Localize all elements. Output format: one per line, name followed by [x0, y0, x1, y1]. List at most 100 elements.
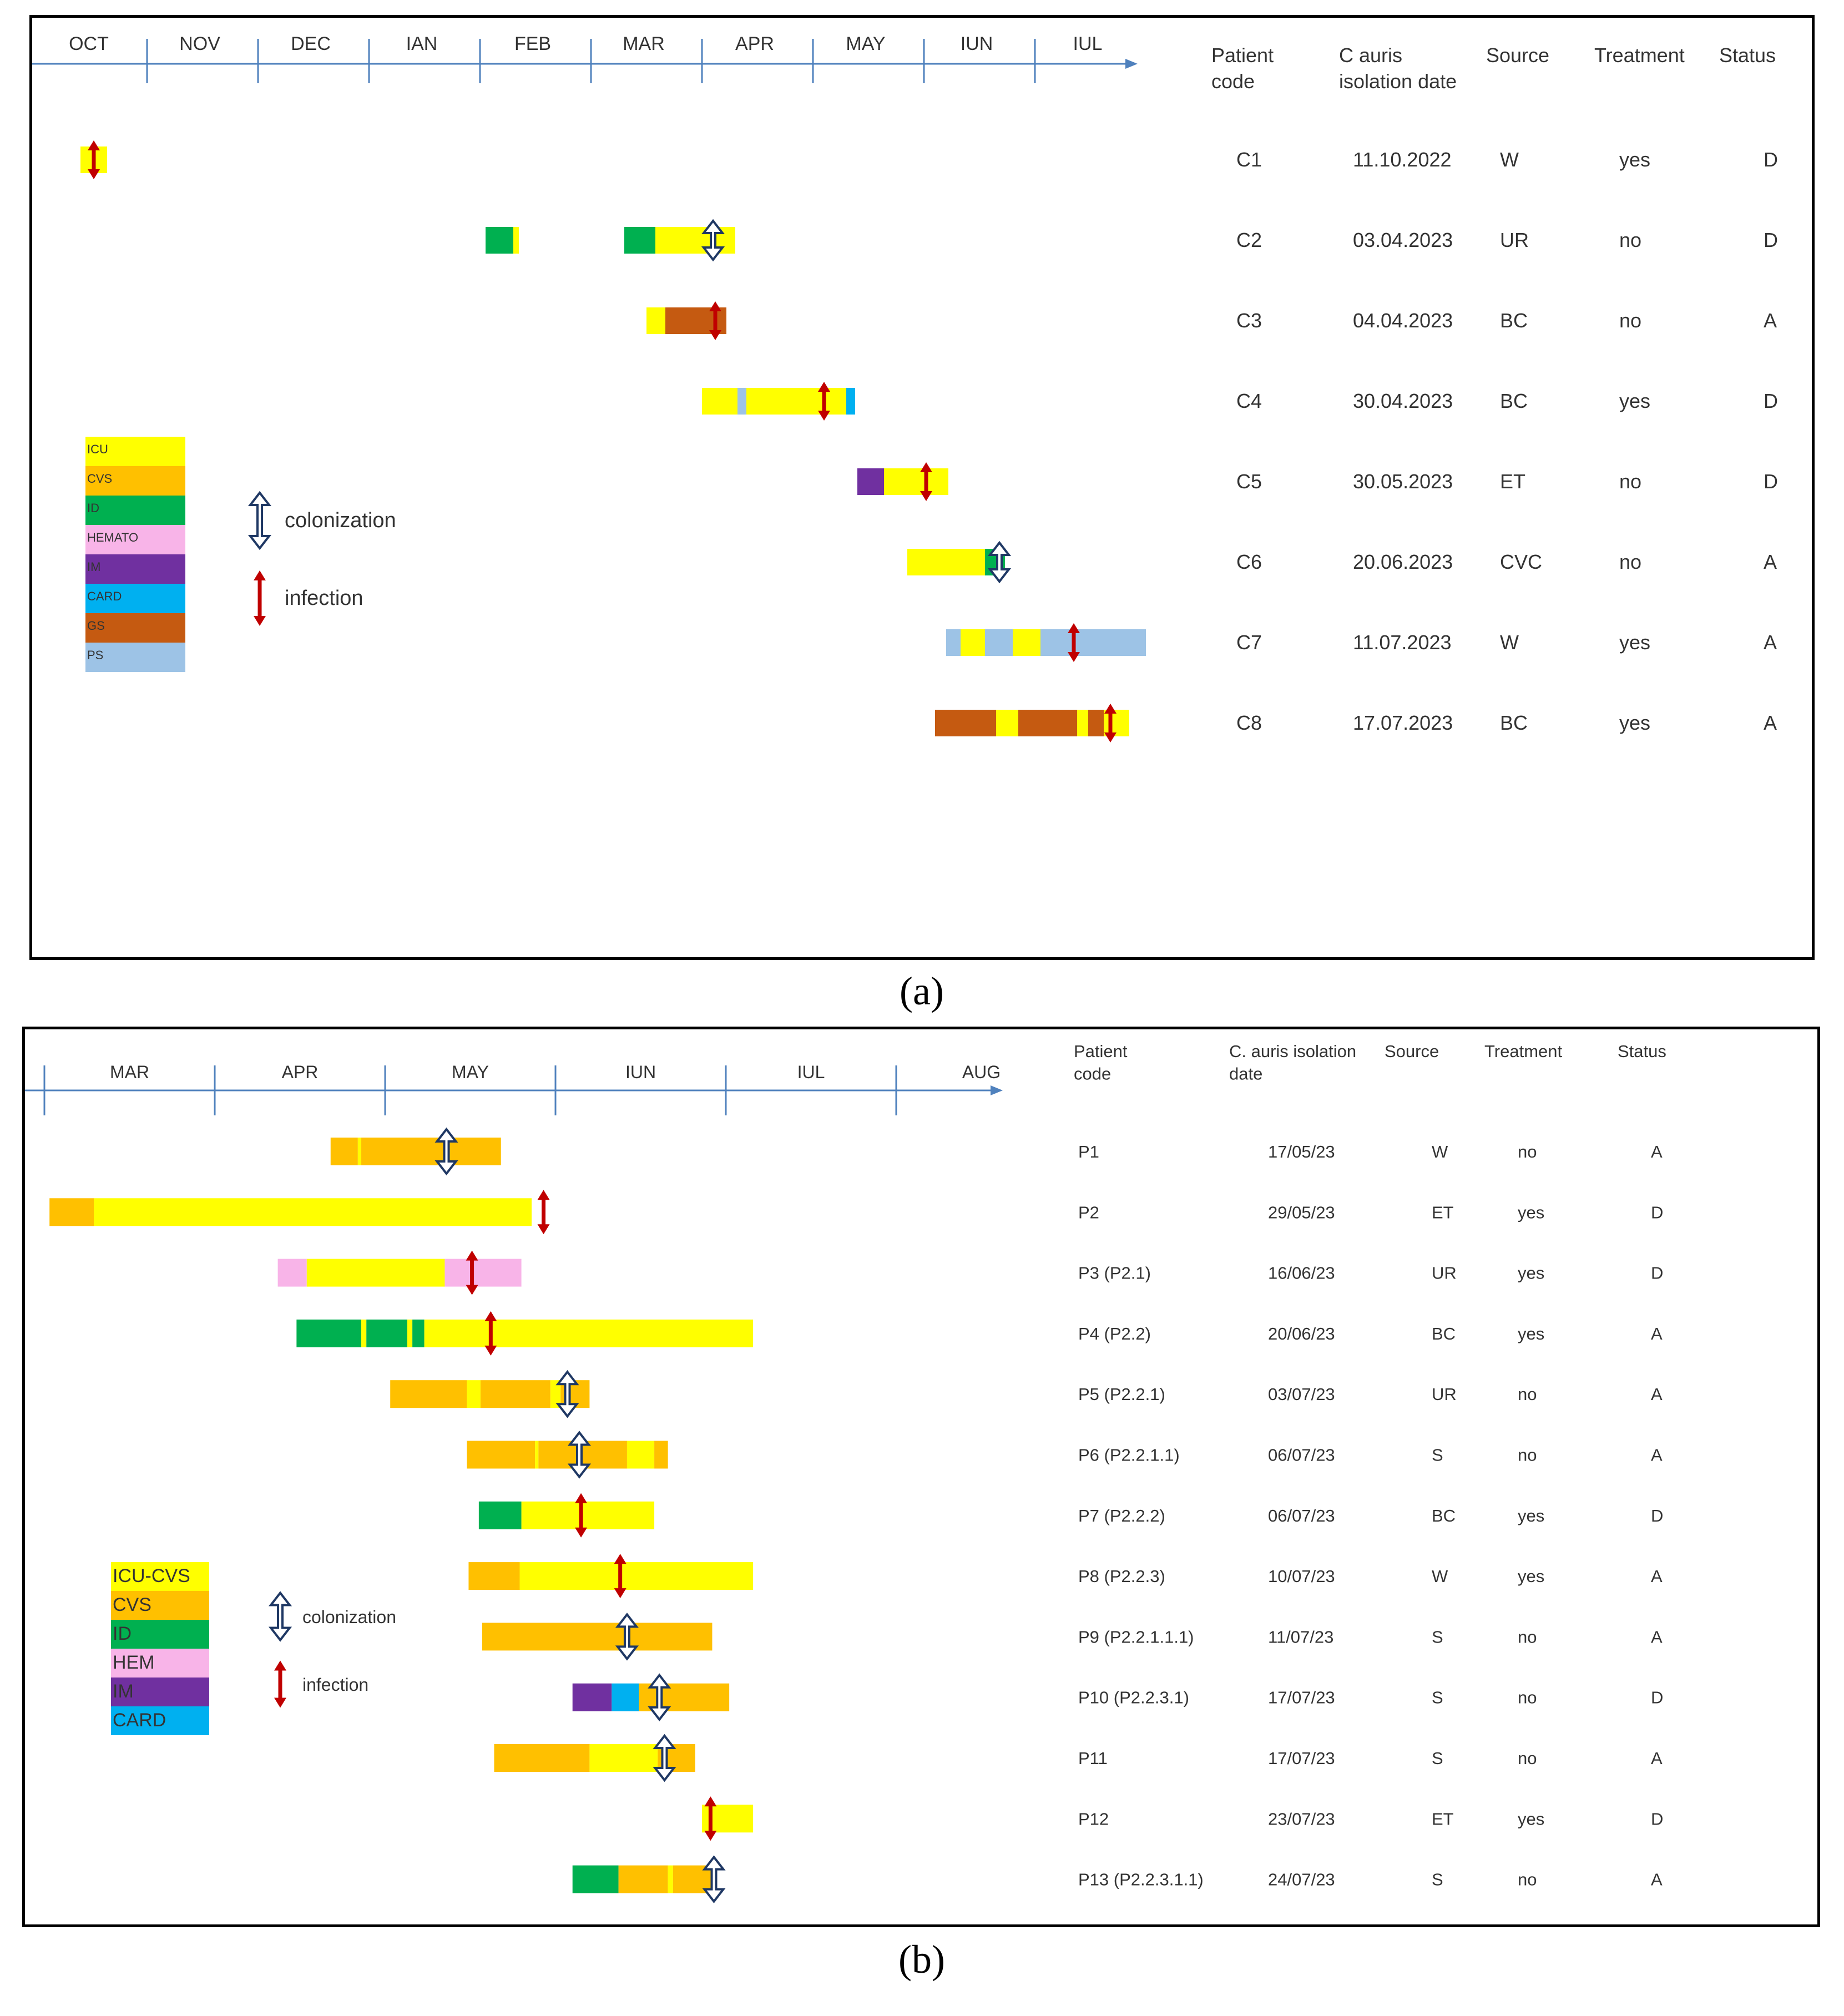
status: D [1651, 1809, 1663, 1828]
status: A [1651, 1142, 1663, 1161]
month-label: AUG [962, 1062, 1001, 1082]
column-header: Patient code [1074, 1042, 1128, 1083]
month-label: IAN [406, 33, 438, 54]
patient-code: C3 [1236, 309, 1262, 332]
legend-swatch [85, 496, 185, 525]
treatment: yes [1619, 711, 1650, 734]
ward-stay-bar [985, 629, 1013, 656]
ward-stay-bar [737, 388, 746, 415]
status: A [1651, 1627, 1663, 1646]
ward-stay-bar [961, 629, 985, 656]
patient-row: C6 20.06.2023 CVC no A [907, 540, 1777, 584]
column-header: Source [1486, 44, 1549, 67]
infection-marker-head-top [466, 1250, 478, 1261]
ward-stay-bar [535, 1441, 539, 1469]
legend-swatch [111, 1706, 209, 1735]
legend-infection-icon-shaft [257, 579, 262, 617]
infection-marker-shaft [924, 471, 928, 492]
treatment: no [1518, 1688, 1537, 1707]
infection-marker-shaft [822, 391, 826, 412]
infection-marker-head-bottom [920, 491, 932, 501]
patient-code: P2 [1078, 1202, 1099, 1222]
column-header: Source [1385, 1042, 1439, 1061]
infection-marker-head-top [575, 1493, 588, 1503]
infection-marker-head-top [537, 1190, 550, 1200]
isolation-date: 20.06.2023 [1353, 550, 1453, 573]
ward-stay-bar [996, 710, 1018, 736]
ward-stay-bar [550, 1380, 561, 1408]
infection-marker [704, 1796, 717, 1841]
column-header: C auris isolation date [1339, 44, 1457, 93]
treatment: yes [1518, 1506, 1544, 1525]
legend-colonization-icon [268, 1591, 292, 1642]
ward-stay-bar [494, 1744, 590, 1772]
legend-swatch [111, 1678, 209, 1706]
source: BC [1432, 1506, 1456, 1525]
ward-stay-bar [486, 227, 513, 254]
infection-marker-head-top [484, 1311, 497, 1321]
infection-marker-shaft [713, 310, 718, 331]
source: ET [1432, 1202, 1454, 1222]
infection-marker-head-bottom [537, 1224, 550, 1235]
ward-stay-bar [412, 1319, 425, 1347]
colonization-marker-outline [435, 1127, 458, 1176]
treatment: no [1518, 1627, 1537, 1646]
time-axis-arrowhead [991, 1085, 1003, 1095]
isolation-date: 04.04.2023 [1353, 309, 1453, 332]
source: UR [1432, 1385, 1457, 1404]
patient-code: P3 (P2.1) [1078, 1264, 1151, 1283]
legend-colonization-icon-outline [268, 1591, 292, 1642]
ward-stay-bar [618, 1865, 668, 1893]
column-header-line: Source [1486, 44, 1549, 67]
column-header-line: Treatment [1594, 44, 1685, 67]
month-label: MAY [846, 33, 885, 54]
month-label: APR [282, 1062, 319, 1082]
legend-swatch [111, 1620, 209, 1649]
treatment: yes [1619, 148, 1650, 171]
colonization-marker [648, 1673, 671, 1721]
ward-stay-bar [361, 1138, 501, 1165]
legend-swatch [85, 466, 185, 496]
legend-infection-icon-head-top [254, 570, 266, 580]
infection-marker-head-bottom [88, 169, 100, 179]
patient-row: P4 (P2.2) 20/06/23 BC yes A [296, 1311, 1663, 1356]
ward-stay-bar [521, 1501, 655, 1529]
treatment: no [1518, 1749, 1537, 1768]
legend-infection-icon [274, 1660, 286, 1708]
legend-infection-icon-head-top [274, 1660, 286, 1671]
legend-colonization-icon-outline [247, 491, 272, 550]
colonization-marker-outline [648, 1673, 671, 1721]
patient-code: P4 (P2.2) [1078, 1324, 1151, 1343]
panel-b-graphic: MAR APR MAY IUN IUL AUG Patient code C. auris is… [25, 1042, 1666, 1903]
source: BC [1500, 309, 1528, 332]
legend-infection-icon-shaft [278, 1669, 282, 1699]
infection-marker-shaft [488, 1320, 493, 1347]
ward-stay-bar [424, 1319, 754, 1347]
ward-stay-bar [390, 1380, 467, 1408]
ward-stay-bar [846, 388, 855, 415]
infection-marker-head-top [709, 301, 721, 311]
source: ET [1500, 470, 1525, 493]
ward-stay-bar [296, 1319, 362, 1347]
infection-marker-head-top [1068, 623, 1080, 633]
ward-stay-bar [624, 227, 655, 254]
infection-marker [818, 382, 830, 421]
ward-stay-bar [306, 1259, 445, 1287]
status: D [1651, 1264, 1663, 1283]
panel-b-caption: (b) [898, 1937, 945, 1982]
legend-label: ICU-CVS [113, 1565, 190, 1586]
isolation-date: 20/06/23 [1268, 1324, 1335, 1343]
source: BC [1500, 711, 1528, 734]
panel-a-caption: (a) [900, 969, 944, 1013]
source: BC [1432, 1324, 1456, 1343]
infection-marker-head-top [818, 382, 830, 392]
isolation-date: 29/05/23 [1268, 1202, 1335, 1222]
legend-label: CVS [113, 1594, 151, 1615]
column-header-line: code [1211, 70, 1255, 93]
month-label: FEB [514, 33, 551, 54]
status: D [1764, 390, 1778, 412]
